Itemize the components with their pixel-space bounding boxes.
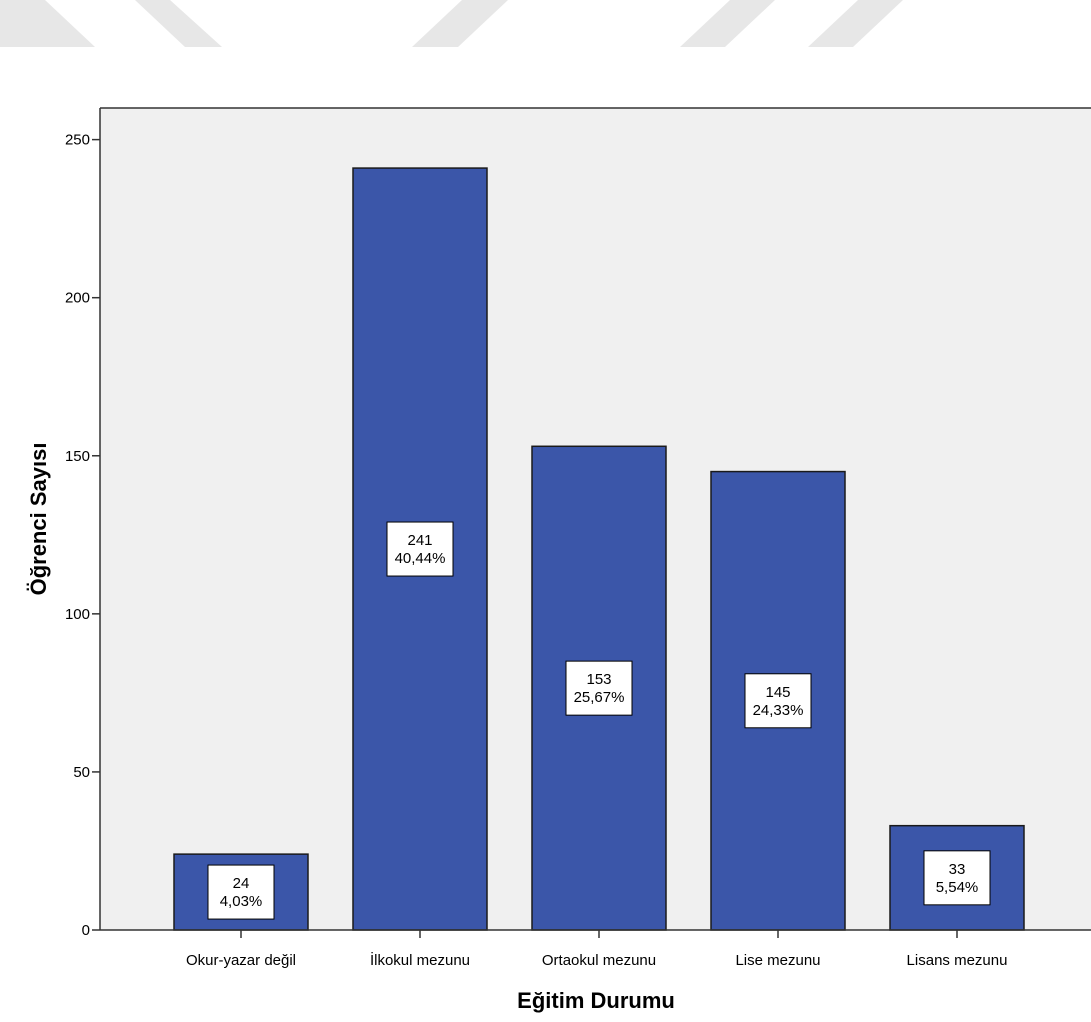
data-label-percent: 5,54% <box>936 879 979 896</box>
y-tick-label: 0 <box>82 922 90 939</box>
y-tick-label: 250 <box>65 132 90 149</box>
data-label-count: 153 <box>586 671 611 688</box>
y-tick-label: 200 <box>65 290 90 307</box>
x-tick-label: Lise mezunu <box>735 952 820 969</box>
header-decoration <box>0 0 903 47</box>
decor-stripe <box>808 0 903 47</box>
x-axis-title: Eğitim Durumu <box>517 988 675 1013</box>
y-tick-label: 50 <box>73 764 90 781</box>
y-tick-label: 100 <box>65 606 90 623</box>
data-label-count: 241 <box>407 532 432 549</box>
decor-stripe <box>0 0 95 47</box>
x-tick-label: Ortaokul mezunu <box>542 952 656 969</box>
decor-stripe <box>680 0 775 47</box>
y-axis-title: Öğrenci Sayısı <box>26 443 51 596</box>
x-tick-label: Okur-yazar değil <box>186 952 296 969</box>
data-label-percent: 4,03% <box>220 893 263 910</box>
y-tick-label: 150 <box>65 448 90 465</box>
data-label-count: 24 <box>233 875 250 892</box>
data-label-percent: 25,67% <box>574 689 625 706</box>
data-label-count: 33 <box>949 861 966 878</box>
x-tick-label: Lisans mezunu <box>907 952 1008 969</box>
decor-stripe <box>135 0 222 47</box>
y-axis-ticks: 0 50 100 150 200 250 <box>65 132 100 939</box>
data-label-percent: 24,33% <box>753 702 804 719</box>
x-axis-ticks: Okur-yazar değil İlkokul mezunu Ortaokul m… <box>186 930 1007 969</box>
data-label-percent: 40,44% <box>395 550 446 567</box>
x-tick-label: İlkokul mezunu <box>370 951 470 969</box>
decor-stripe <box>412 0 508 47</box>
data-label-count: 145 <box>765 684 790 701</box>
